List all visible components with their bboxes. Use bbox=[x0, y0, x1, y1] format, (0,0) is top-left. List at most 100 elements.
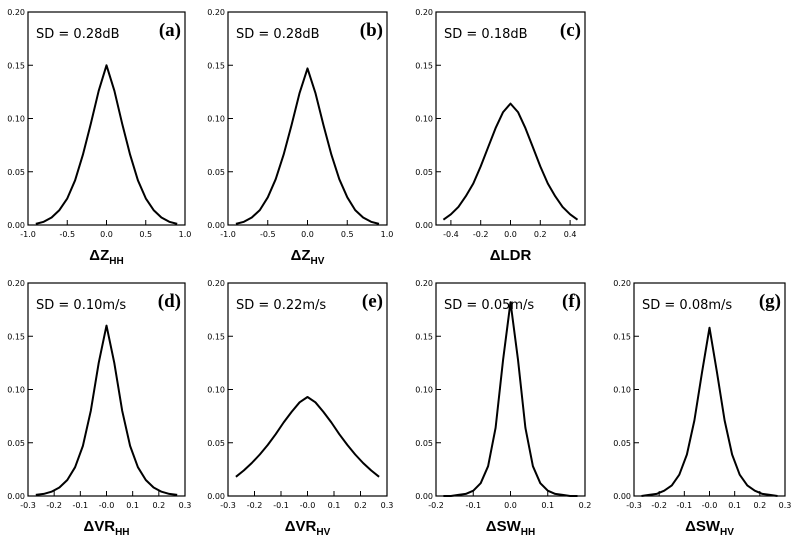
x-tick-label: -0.2 bbox=[651, 501, 667, 510]
x-axis-label-subscript: HH bbox=[109, 256, 123, 267]
x-tick-label: -0.1 bbox=[73, 501, 89, 510]
panel-e: 0.00 0.05 0.10 0.15 0.20 -0.3 -0.2 -0.1 -0.0 0.1 0… bbox=[207, 279, 393, 538]
panel-g: 0.00 0.05 0.10 0.15 0.20 -0.3 -0.2 -0.1 -0.0 0.1 0… bbox=[613, 279, 791, 538]
x-axis-label: ΔVRHV bbox=[285, 518, 331, 538]
y-tick-label: 0.00 bbox=[613, 492, 631, 501]
x-axis-label-main: ΔSW bbox=[486, 518, 522, 535]
y-tick-label: 0.05 bbox=[7, 168, 25, 177]
panel-label: (b) bbox=[360, 20, 383, 41]
plot-frame-c bbox=[435, 11, 586, 226]
y-tick-label: 0.10 bbox=[207, 386, 225, 395]
y-tick-label: 0.15 bbox=[415, 332, 433, 341]
y-tick-label: 0.20 bbox=[7, 8, 25, 17]
distribution-curve-b bbox=[235, 67, 380, 225]
panel-label: (g) bbox=[759, 291, 781, 312]
y-tick-label: 0.15 bbox=[415, 61, 433, 70]
x-tick-label: 0.2 bbox=[753, 501, 766, 510]
x-axis-label-subscript: HV bbox=[316, 527, 330, 538]
sd-annotation: SD = 0.18dB bbox=[444, 27, 528, 42]
panel-label: (a) bbox=[159, 20, 181, 41]
y-tick-label: 0.10 bbox=[7, 115, 25, 124]
y-tick-label: 0.00 bbox=[415, 221, 433, 230]
x-tick-label: -0.1 bbox=[465, 501, 481, 510]
x-axis-label-subscript: HH bbox=[521, 527, 535, 538]
plot-frame-d bbox=[27, 282, 186, 497]
x-tick-label: -0.3 bbox=[20, 501, 36, 510]
x-axis-label: ΔSWHV bbox=[685, 518, 734, 538]
plot-frame-a bbox=[27, 11, 186, 226]
sd-annotation: SD = 0.08m/s bbox=[642, 298, 732, 313]
x-tick-label: 0.2 bbox=[152, 501, 165, 510]
x-tick-label: -0.5 bbox=[59, 230, 75, 239]
x-tick-label: 0.1 bbox=[728, 501, 741, 510]
x-axis-label-main: ΔVR bbox=[285, 518, 317, 535]
y-tick-label: 0.05 bbox=[613, 439, 631, 448]
x-tick-label: 0.3 bbox=[179, 501, 192, 510]
x-axis-label-main: ΔVR bbox=[83, 518, 115, 535]
x-axis-label-main: ΔZ bbox=[89, 247, 109, 264]
x-axis-label: ΔLDR bbox=[490, 247, 532, 264]
y-tick-label: 0.20 bbox=[613, 279, 631, 288]
distribution-curve-f bbox=[443, 301, 578, 497]
x-tick-label: -0.0 bbox=[702, 501, 718, 510]
x-tick-label: 0.1 bbox=[541, 501, 554, 510]
x-tick-label: -0.1 bbox=[677, 501, 693, 510]
x-tick-label: -1.0 bbox=[20, 230, 36, 239]
y-tick-label: 0.10 bbox=[415, 115, 433, 124]
y-tick-label: 0.05 bbox=[415, 168, 433, 177]
y-tick-label: 0.20 bbox=[207, 8, 225, 17]
y-tick-label: 0.05 bbox=[415, 439, 433, 448]
panel-a: 0.00 0.05 0.10 0.15 0.20 -1.0 -0.5 0.0 0.5 1.0 SD … bbox=[7, 8, 191, 267]
y-tick-label: 0.20 bbox=[207, 279, 225, 288]
y-tick-label: 0.20 bbox=[415, 279, 433, 288]
panel-label: (e) bbox=[362, 291, 383, 312]
plot-frame-g bbox=[633, 282, 786, 497]
y-tick-label: 0.15 bbox=[7, 332, 25, 341]
plot-frame-f bbox=[435, 282, 586, 497]
panel-f: 0.00 0.05 0.10 0.15 0.20 -0.2 -0.1 0.0 0.1 0.2 SD … bbox=[415, 279, 591, 538]
x-tick-label: 0.2 bbox=[579, 501, 592, 510]
panel-b: 0.00 0.05 0.10 0.15 0.20 -1.0 -0.5 0.0 0.5 1.0 SD … bbox=[207, 8, 393, 267]
distribution-curve-d bbox=[35, 324, 178, 496]
plot-frame-b bbox=[227, 11, 388, 226]
y-tick-label: 0.00 bbox=[415, 492, 433, 501]
panel-label: (f) bbox=[562, 291, 581, 312]
sd-annotation: SD = 0.22m/s bbox=[236, 298, 326, 313]
x-tick-label: -0.2 bbox=[428, 501, 444, 510]
x-tick-label: 0.2 bbox=[534, 230, 547, 239]
x-axis-label-main: ΔSW bbox=[685, 518, 721, 535]
x-tick-label: 0.0 bbox=[100, 230, 113, 239]
sd-annotation: SD = 0.10m/s bbox=[36, 298, 126, 313]
x-tick-label: 0.5 bbox=[341, 230, 354, 239]
x-tick-label: 0.0 bbox=[301, 230, 314, 239]
distribution-curve-c bbox=[442, 102, 579, 221]
y-tick-label: 0.10 bbox=[613, 386, 631, 395]
y-tick-label: 0.15 bbox=[207, 332, 225, 341]
x-tick-label: 0.5 bbox=[139, 230, 152, 239]
x-axis-label: ΔZHV bbox=[291, 247, 325, 267]
distribution-curve-g bbox=[641, 326, 778, 497]
x-tick-label: 0.3 bbox=[381, 501, 394, 510]
y-tick-label: 0.00 bbox=[207, 221, 225, 230]
x-axis-label-main: ΔLDR bbox=[490, 247, 532, 264]
y-tick-label: 0.20 bbox=[7, 279, 25, 288]
x-tick-label: -1.0 bbox=[220, 230, 236, 239]
y-tick-label: 0.20 bbox=[415, 8, 433, 17]
x-axis-label-main: ΔZ bbox=[291, 247, 311, 264]
panel-d: 0.00 0.05 0.10 0.15 0.20 -0.3 -0.2 -0.1 -0.0 0.1 0… bbox=[7, 279, 191, 538]
x-tick-label: 0.2 bbox=[354, 501, 367, 510]
x-axis-label: ΔZHH bbox=[89, 247, 123, 267]
y-tick-label: 0.10 bbox=[7, 386, 25, 395]
x-tick-label: 1.0 bbox=[381, 230, 394, 239]
x-tick-label: -0.4 bbox=[443, 230, 459, 239]
sd-annotation: SD = 0.28dB bbox=[36, 27, 120, 42]
y-tick-label: 0.10 bbox=[207, 115, 225, 124]
distribution-curve-a bbox=[35, 64, 178, 225]
x-tick-label: -0.2 bbox=[473, 230, 489, 239]
y-tick-label: 0.15 bbox=[613, 332, 631, 341]
x-tick-label: -0.2 bbox=[247, 501, 263, 510]
distribution-curve-e bbox=[235, 396, 380, 478]
x-tick-label: -0.3 bbox=[220, 501, 236, 510]
x-tick-label: 1.0 bbox=[179, 230, 192, 239]
